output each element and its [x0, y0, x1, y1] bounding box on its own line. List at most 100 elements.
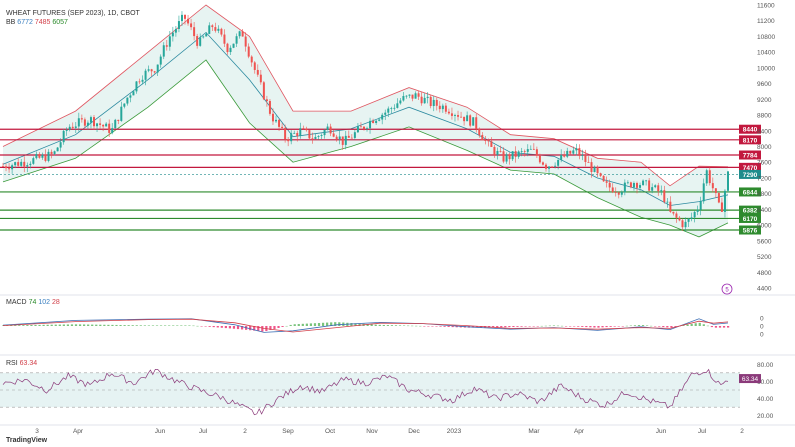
candle-body [375, 120, 378, 124]
candle-body [281, 126, 284, 128]
macd-histogram-bar [431, 326, 434, 327]
macd-histogram-bar [240, 326, 244, 330]
macd-histogram-bar [374, 324, 377, 326]
candle-body [114, 119, 117, 129]
candle-body [590, 162, 593, 172]
candle-body [205, 33, 208, 37]
macd-histogram-bar [111, 324, 114, 326]
candle-body [20, 161, 23, 166]
candle-body [593, 167, 596, 172]
macd-histogram-bar [601, 326, 604, 328]
candle-body [490, 141, 493, 147]
macd-histogram-bar [313, 323, 317, 326]
candle-body [369, 120, 372, 129]
candle-body [657, 185, 660, 192]
event-marker-label: 5 [725, 288, 729, 294]
candle-body [569, 150, 572, 154]
candle-body [453, 115, 456, 116]
tradingview-logo: TradingView [6, 437, 47, 444]
candle-body [326, 126, 329, 130]
macd-histogram-bar [14, 325, 17, 326]
candle-body [184, 14, 187, 19]
macd-histogram-bar [261, 326, 264, 332]
candle-body [38, 154, 41, 158]
candle-body [426, 96, 429, 98]
macd-histogram-bar [411, 325, 414, 327]
candle-body [126, 97, 129, 104]
tradingview-logo-text: TradingView [6, 437, 48, 444]
rsi-tick-80: 80.00 [757, 362, 774, 369]
macd-histogram-bar [123, 325, 126, 326]
candle-body [305, 128, 308, 131]
candle-body [74, 126, 77, 128]
price-tick-6800: 6800 [757, 191, 772, 198]
candle-body [141, 79, 144, 82]
candle-body [138, 81, 141, 83]
candle-body [447, 111, 450, 114]
candle-body [541, 162, 544, 165]
time-tick: Jun [656, 428, 667, 435]
candle-body [129, 95, 132, 98]
price-tick-9600: 9600 [757, 81, 772, 88]
candle-body [238, 31, 241, 37]
level-tag-7290 [739, 169, 761, 179]
macd-value-3: 28 [51, 299, 60, 306]
macd-histogram-bar [338, 322, 341, 326]
macd-histogram-bar [569, 326, 572, 327]
candle-body [135, 81, 138, 92]
time-tick: Jul [698, 428, 707, 435]
candle-body [65, 129, 68, 131]
rsi-current-tag [739, 374, 761, 384]
macd-histogram-bar [605, 326, 608, 328]
candle-body [463, 116, 466, 122]
macd-histogram-bar [147, 325, 151, 326]
candle-body [711, 183, 714, 189]
macd-histogram-bar [548, 325, 551, 327]
macd-histogram-bar [74, 324, 78, 326]
macd-histogram-bar [540, 325, 543, 327]
time-tick: Sep [282, 428, 294, 435]
macd-histogram-bar [378, 324, 381, 326]
level-tag-6170 [739, 213, 761, 223]
macd-histogram-bar [277, 326, 280, 328]
macd-histogram-bar [236, 326, 240, 330]
macd-histogram-bar [435, 326, 438, 327]
candle-body [651, 187, 654, 191]
candle-body [344, 135, 347, 145]
event-marker[interactable]: 5 [721, 283, 733, 295]
candle-body [287, 139, 290, 142]
candle-body [687, 218, 690, 222]
candle-body [168, 36, 171, 47]
bb-basis-line [2, 31, 729, 206]
time-tick: Apr [574, 428, 585, 435]
macd-histogram-bar [326, 322, 329, 326]
time-tick: Apr [73, 428, 84, 435]
candle-body [232, 43, 235, 48]
candle-body [314, 136, 317, 139]
candle-body [162, 45, 165, 57]
macd-histogram-bar [232, 326, 236, 329]
candle-body [202, 36, 205, 38]
macd-histogram-bar [168, 325, 171, 326]
candle-body [642, 180, 645, 186]
macd-histogram-bar [443, 326, 446, 327]
candle-body [341, 136, 344, 145]
macd-histogram-bar [220, 326, 223, 328]
candle-body [620, 192, 623, 195]
macd-histogram-bar [50, 324, 53, 326]
candle-body [68, 126, 71, 130]
candle-body [629, 182, 632, 188]
price-tick-4800: 4800 [757, 270, 772, 277]
candle-body [502, 151, 505, 162]
candle-body [211, 25, 214, 28]
candle-body [520, 151, 523, 153]
candle-body [702, 183, 705, 202]
candle-body [660, 190, 663, 192]
price-tick-11200: 11200 [757, 18, 775, 25]
candle-body [302, 128, 305, 130]
macd-tick: 0 [760, 324, 764, 331]
macd-histogram-bar [38, 324, 41, 326]
macd-histogram-bar [455, 326, 458, 328]
candle-body [708, 170, 711, 184]
macd-histogram-bar [216, 326, 219, 328]
